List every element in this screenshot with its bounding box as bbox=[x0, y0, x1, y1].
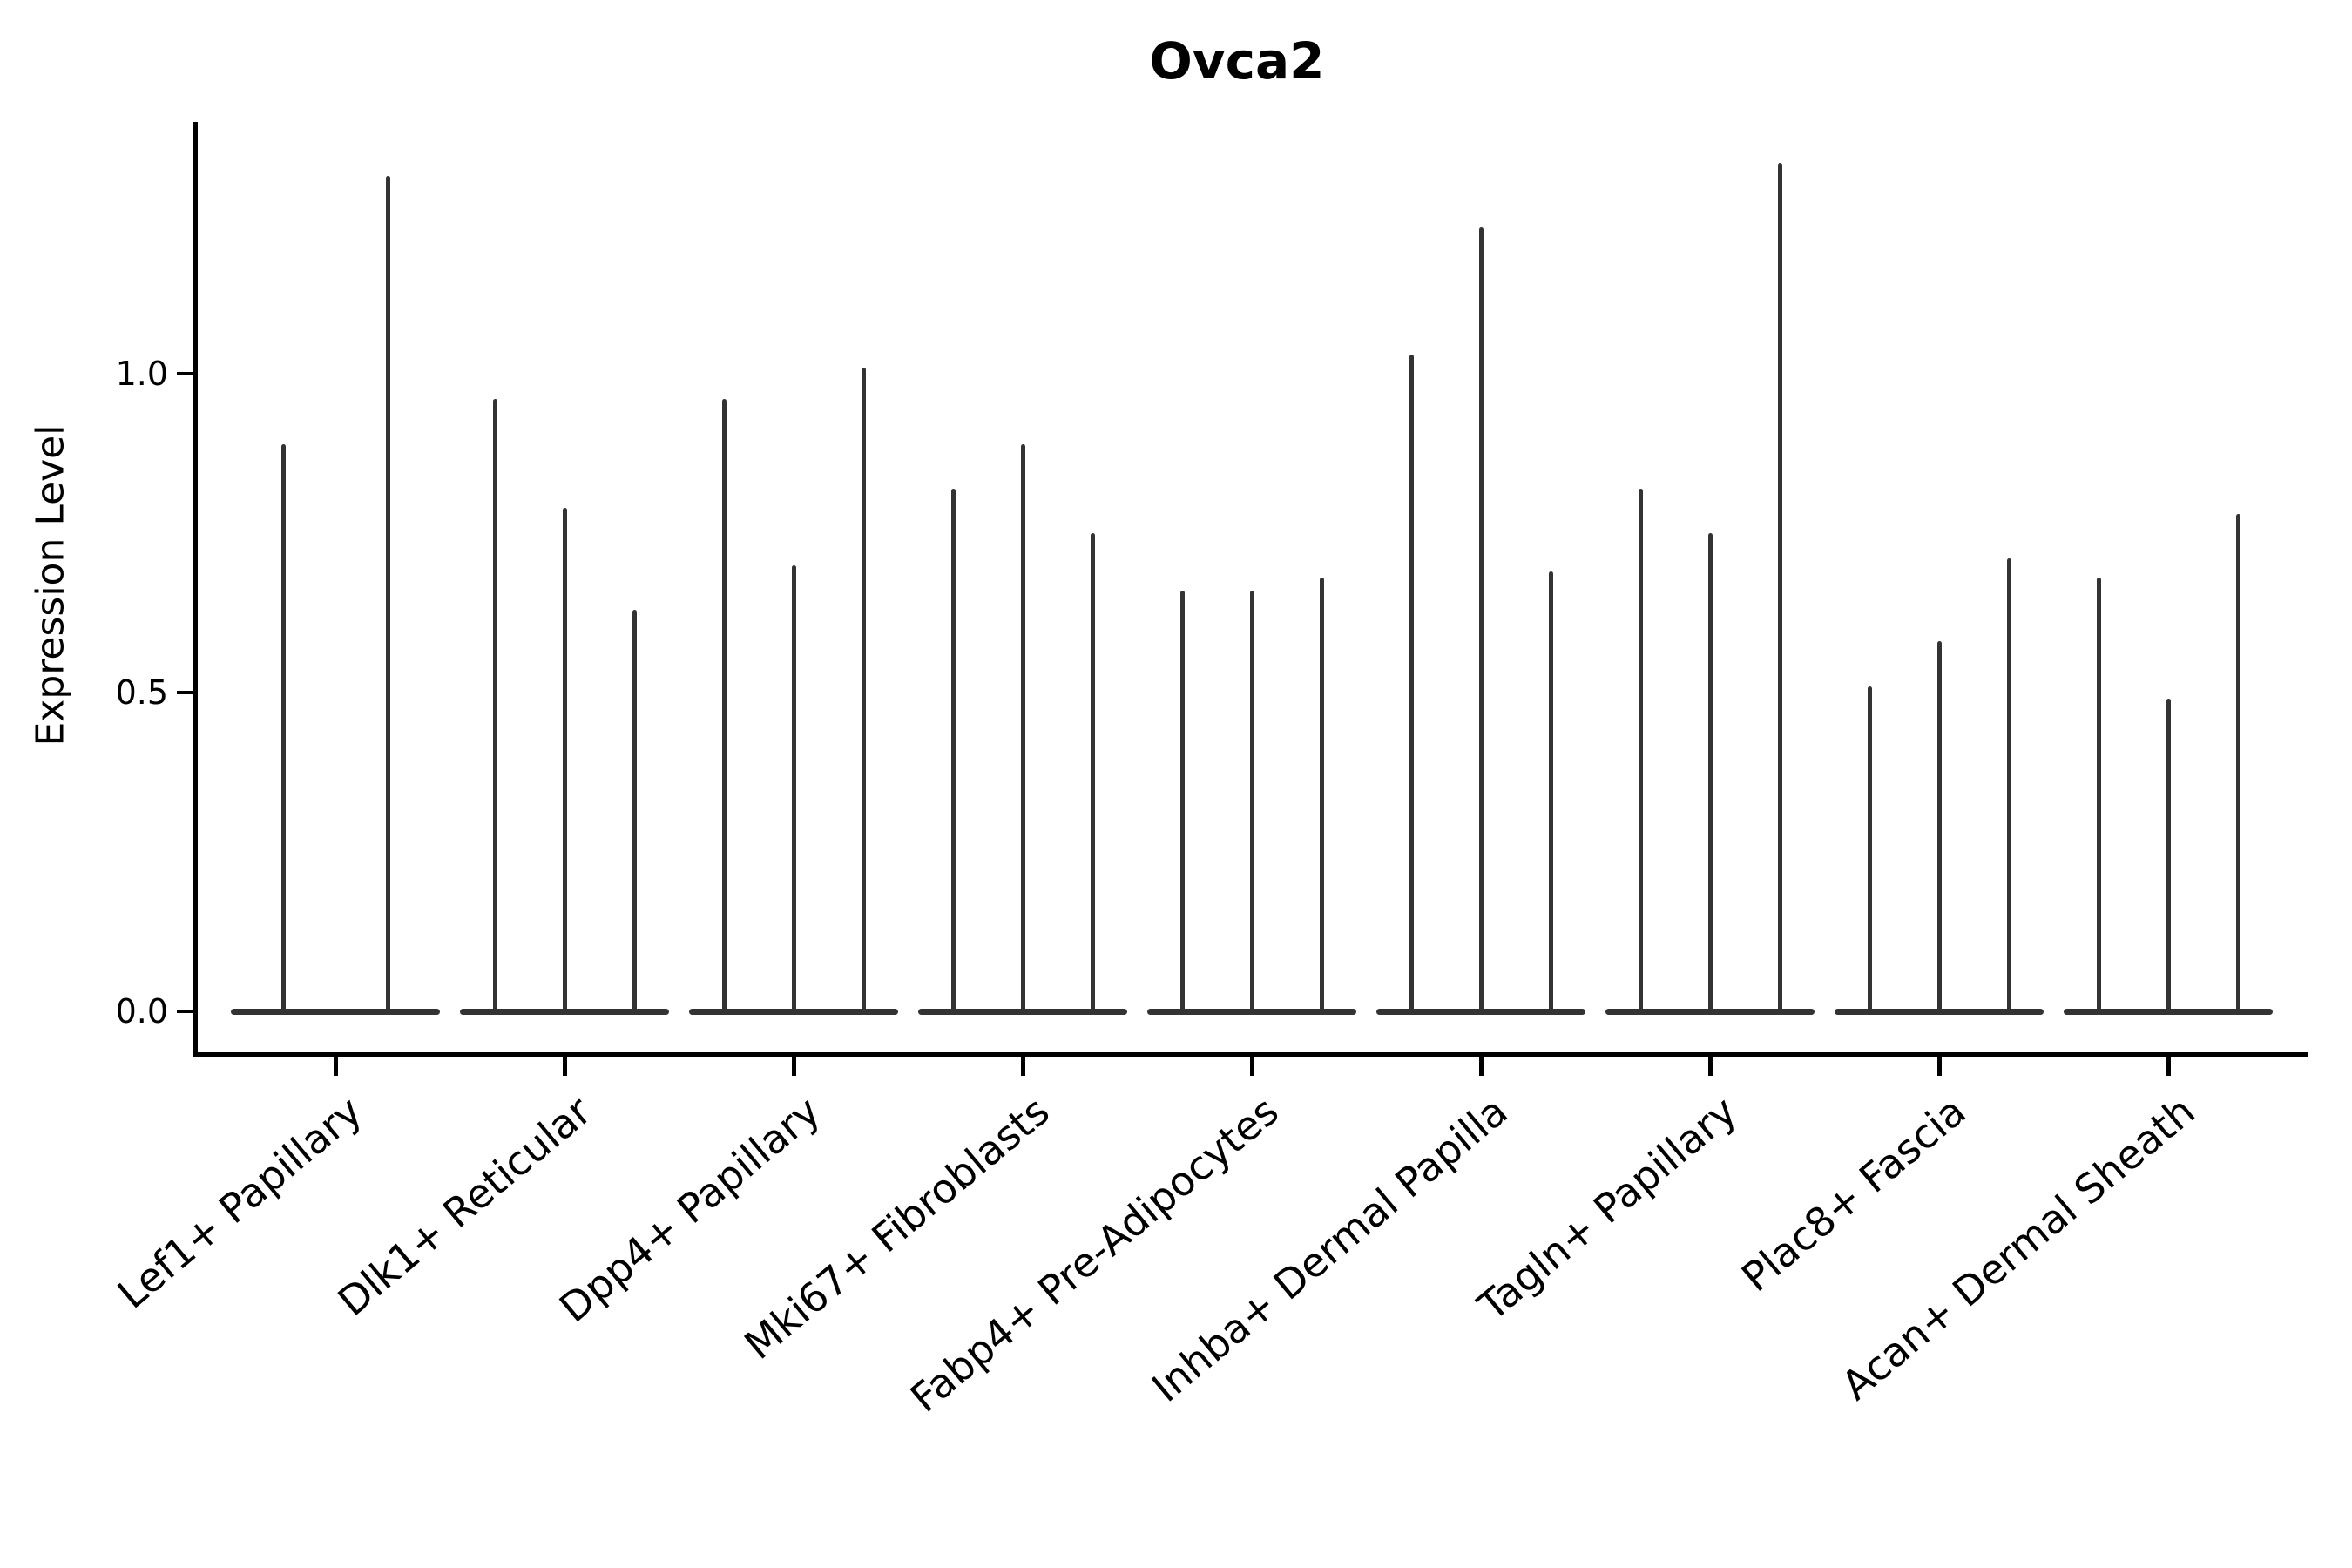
violin-spike bbox=[1249, 590, 1254, 1014]
violin-spike bbox=[861, 367, 866, 1014]
violin-base bbox=[231, 1008, 440, 1015]
y-tick-mark bbox=[177, 372, 196, 375]
violin-spike bbox=[2006, 558, 2011, 1014]
violin-spike bbox=[791, 564, 796, 1014]
x-tick-mark bbox=[333, 1057, 338, 1076]
violin-spike bbox=[950, 488, 956, 1014]
y-tick-mark bbox=[177, 691, 196, 694]
violin-spike bbox=[632, 609, 637, 1014]
violin-spike bbox=[1409, 355, 1414, 1014]
y-tick-label: 0.5 bbox=[115, 673, 168, 712]
violin-spike bbox=[2096, 578, 2101, 1014]
violin-spike bbox=[1319, 578, 1324, 1014]
x-tick-mark bbox=[791, 1057, 796, 1076]
x-tick-label: Plac8+ Fascia bbox=[1733, 1087, 1975, 1301]
violin-spike bbox=[1179, 590, 1185, 1014]
y-axis-spine bbox=[193, 122, 198, 1057]
violin-spike bbox=[1548, 571, 1553, 1014]
violin-spike bbox=[1936, 641, 1942, 1014]
violin-spike bbox=[385, 176, 390, 1014]
violin-spike bbox=[1777, 163, 1782, 1014]
chart-title: Ovca2 bbox=[1149, 31, 1325, 91]
x-axis-spine bbox=[193, 1052, 2308, 1057]
violin-spike bbox=[1867, 686, 1872, 1014]
x-tick-label: Fabp4+ Pre-Adipocytes bbox=[901, 1087, 1288, 1422]
violin-spike bbox=[1478, 226, 1484, 1014]
x-tick-mark bbox=[1936, 1057, 1942, 1076]
x-tick-mark bbox=[1020, 1057, 1025, 1076]
violin-spike bbox=[1020, 443, 1025, 1014]
x-tick-mark bbox=[562, 1057, 567, 1076]
violin-spike bbox=[2235, 514, 2240, 1014]
x-tick-mark bbox=[1478, 1057, 1484, 1076]
violin-spike bbox=[1707, 533, 1713, 1014]
x-tick-mark bbox=[1249, 1057, 1254, 1076]
x-tick-mark bbox=[1707, 1057, 1713, 1076]
violin-spike bbox=[2166, 699, 2171, 1014]
y-tick-mark bbox=[177, 1010, 196, 1013]
x-tick-mark bbox=[2166, 1057, 2171, 1076]
violin-spike bbox=[1090, 533, 1095, 1014]
violin-spike bbox=[280, 443, 286, 1014]
violin-spike bbox=[492, 399, 497, 1014]
violin-spike bbox=[721, 399, 727, 1014]
violin-spike bbox=[562, 507, 567, 1014]
violin-spike bbox=[1638, 488, 1643, 1014]
x-tick-label: Lef1+ Papillary bbox=[108, 1087, 371, 1318]
y-tick-label: 0.0 bbox=[115, 992, 168, 1031]
y-tick-label: 1.0 bbox=[115, 355, 168, 393]
